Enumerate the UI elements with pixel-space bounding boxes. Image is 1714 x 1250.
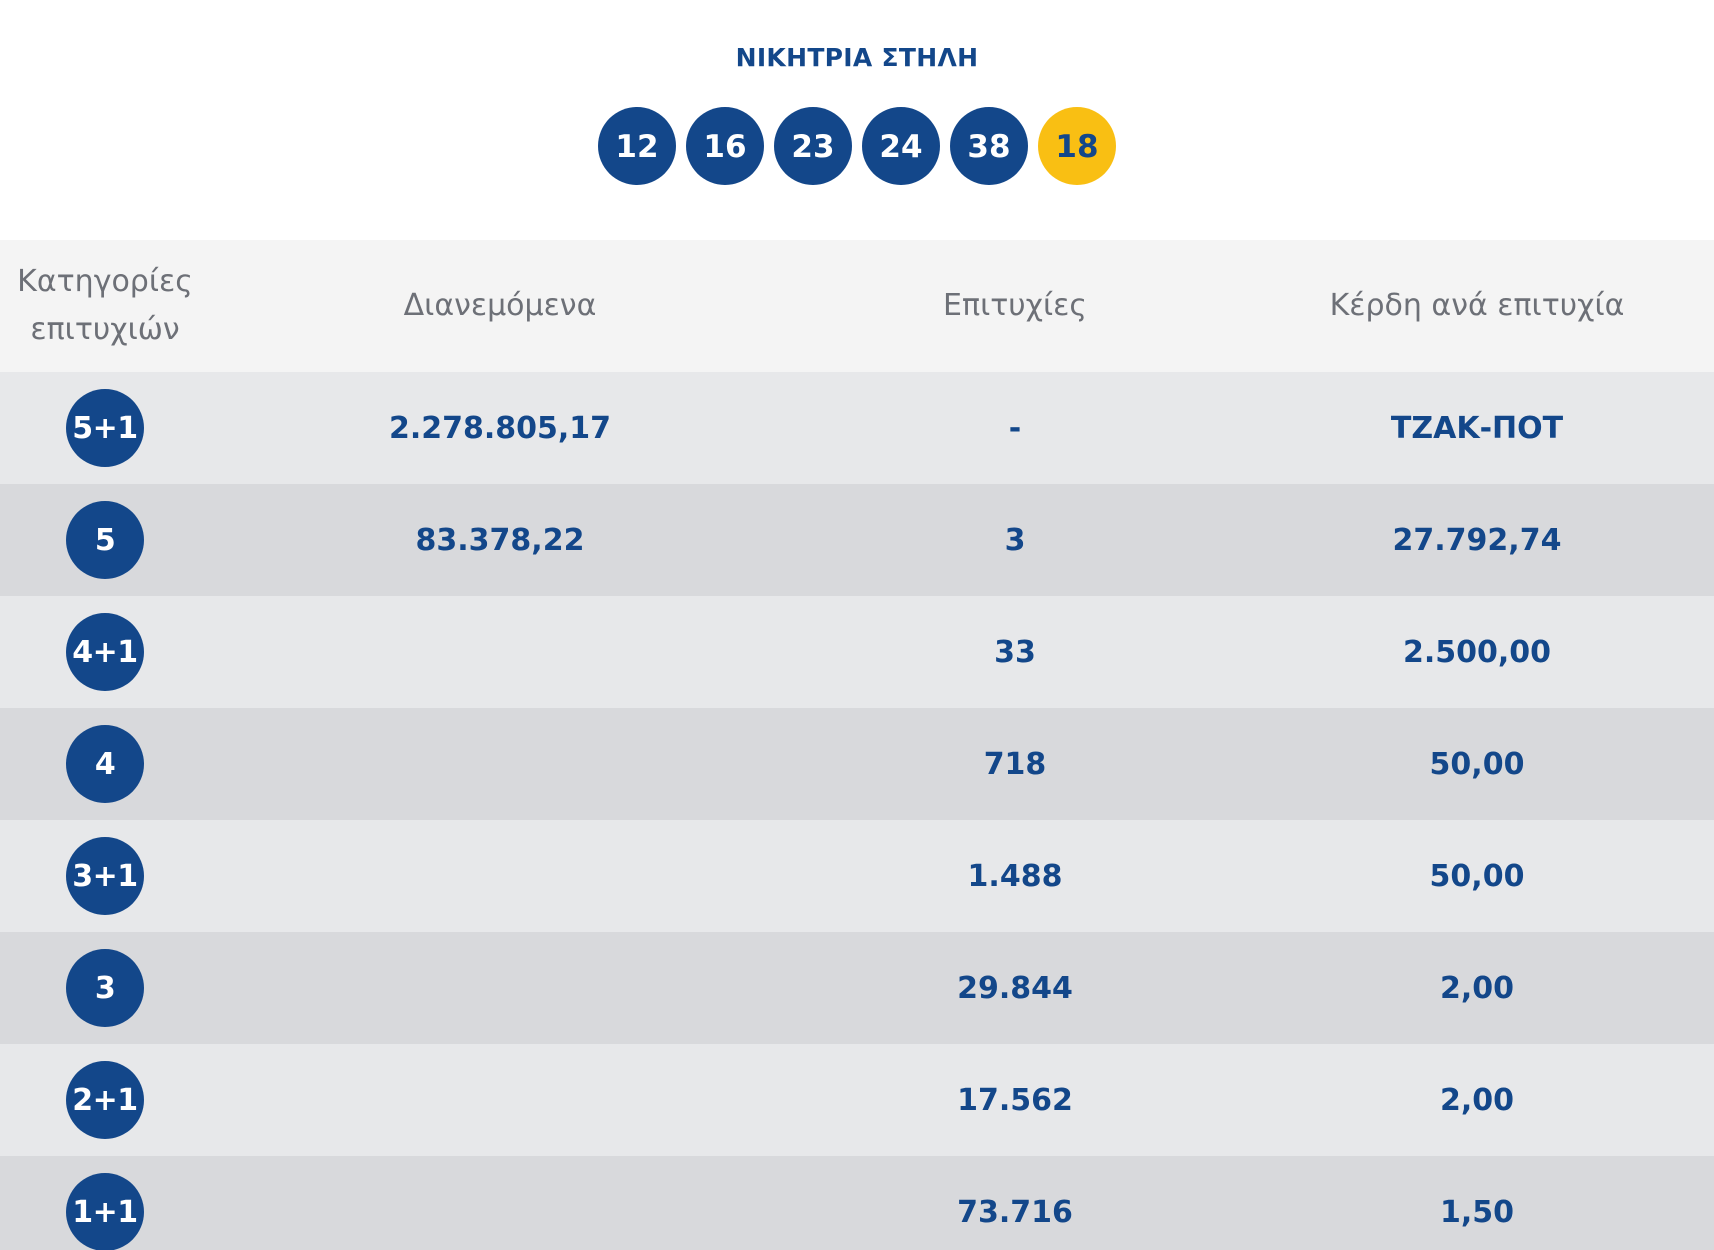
table-row: 1+1 73.716 1,50 xyxy=(0,1156,1714,1250)
distributed-cell xyxy=(210,932,790,1044)
number-ball: 12 xyxy=(598,107,676,185)
prize-cell: 50,00 xyxy=(1240,820,1714,932)
table-row: 4 718 50,00 xyxy=(0,708,1714,820)
prize-cell: 2,00 xyxy=(1240,932,1714,1044)
prize-cell: 2,00 xyxy=(1240,1044,1714,1156)
category-cell: 3+1 xyxy=(0,820,210,932)
category-cell: 2+1 xyxy=(0,1044,210,1156)
header-prize: Κέρδη ανά επιτυχία xyxy=(1240,240,1714,372)
number-ball: 24 xyxy=(862,107,940,185)
category-badge: 5 xyxy=(66,501,144,579)
winners-cell: 33 xyxy=(790,596,1240,708)
winners-cell: 17.562 xyxy=(790,1044,1240,1156)
prize-cell: 50,00 xyxy=(1240,708,1714,820)
winners-cell: 29.844 xyxy=(790,932,1240,1044)
number-ball: 23 xyxy=(774,107,852,185)
winning-numbers: 12 16 23 24 38 18 xyxy=(0,107,1714,185)
header-category-line1: Κατηγορίες xyxy=(17,264,193,299)
prize-cell: ΤΖΑΚ-ΠΟΤ xyxy=(1240,372,1714,484)
table-row: 4+1 33 2.500,00 xyxy=(0,596,1714,708)
distributed-cell: 2.278.805,17 xyxy=(210,372,790,484)
distributed-cell xyxy=(210,596,790,708)
category-badge: 3+1 xyxy=(66,837,144,915)
winners-cell: 718 xyxy=(790,708,1240,820)
category-badge: 1+1 xyxy=(66,1173,144,1250)
prize-cell: 2.500,00 xyxy=(1240,596,1714,708)
category-cell: 5 xyxy=(0,484,210,596)
header-distributed: Διανεμόμενα xyxy=(210,240,790,372)
distributed-cell xyxy=(210,1156,790,1250)
number-ball: 16 xyxy=(686,107,764,185)
table-row: 5 83.378,22 3 27.792,74 xyxy=(0,484,1714,596)
prize-table: Κατηγορίες επιτυχιών Διανεμόμενα Επιτυχί… xyxy=(0,240,1714,1250)
table-row: 3+1 1.488 50,00 xyxy=(0,820,1714,932)
category-cell: 3 xyxy=(0,932,210,1044)
distributed-cell: 83.378,22 xyxy=(210,484,790,596)
prize-cell: 1,50 xyxy=(1240,1156,1714,1250)
distributed-cell xyxy=(210,820,790,932)
winners-cell: 73.716 xyxy=(790,1156,1240,1250)
table-row: 3 29.844 2,00 xyxy=(0,932,1714,1044)
header-category-line2: επιτυχιών xyxy=(30,312,180,347)
table-row: 5+1 2.278.805,17 - ΤΖΑΚ-ΠΟΤ xyxy=(0,372,1714,484)
distributed-cell xyxy=(210,708,790,820)
table-row: 2+1 17.562 2,00 xyxy=(0,1044,1714,1156)
distributed-cell xyxy=(210,1044,790,1156)
header-category: Κατηγορίες επιτυχιών xyxy=(0,240,210,372)
category-cell: 1+1 xyxy=(0,1156,210,1250)
category-badge: 2+1 xyxy=(66,1061,144,1139)
winning-column-section: ΝΙΚΗΤΡΙΑ ΣΤΗΛΗ 12 16 23 24 38 18 xyxy=(0,0,1714,240)
category-cell: 5+1 xyxy=(0,372,210,484)
header-winners: Επιτυχίες xyxy=(790,240,1240,372)
prize-cell: 27.792,74 xyxy=(1240,484,1714,596)
winning-column-title: ΝΙΚΗΤΡΙΑ ΣΤΗΛΗ xyxy=(735,43,979,72)
winners-cell: 1.488 xyxy=(790,820,1240,932)
winners-cell: - xyxy=(790,372,1240,484)
category-badge: 5+1 xyxy=(66,389,144,467)
joker-ball: 18 xyxy=(1038,107,1116,185)
category-cell: 4+1 xyxy=(0,596,210,708)
table-header-row: Κατηγορίες επιτυχιών Διανεμόμενα Επιτυχί… xyxy=(0,240,1714,372)
category-badge: 4+1 xyxy=(66,613,144,691)
category-badge: 3 xyxy=(66,949,144,1027)
number-ball: 38 xyxy=(950,107,1028,185)
category-cell: 4 xyxy=(0,708,210,820)
winners-cell: 3 xyxy=(790,484,1240,596)
category-badge: 4 xyxy=(66,725,144,803)
